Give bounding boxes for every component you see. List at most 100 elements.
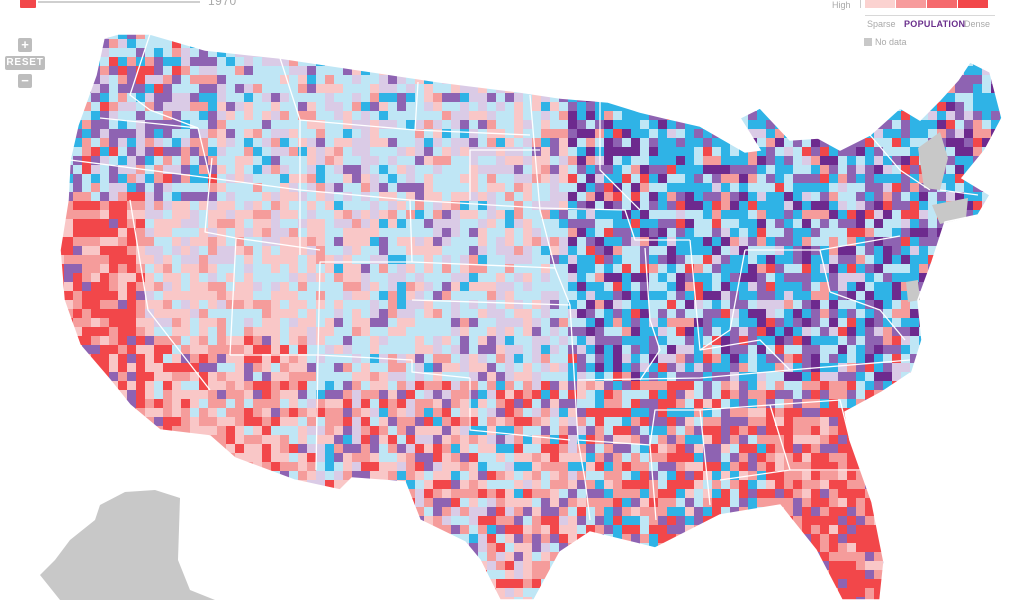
county-cell[interactable] — [946, 363, 955, 372]
county-cell[interactable] — [325, 318, 334, 327]
county-cell[interactable] — [217, 39, 226, 48]
county-cell[interactable] — [289, 84, 298, 93]
county-cell[interactable] — [1000, 444, 1009, 462]
county-cell[interactable] — [1000, 57, 1009, 66]
county-cell[interactable] — [55, 453, 64, 462]
county-cell[interactable] — [352, 147, 361, 156]
county-cell[interactable] — [541, 165, 550, 174]
county-cell[interactable] — [199, 39, 217, 48]
county-cell[interactable] — [784, 39, 802, 48]
county-cell[interactable] — [541, 147, 550, 156]
county-cell[interactable] — [145, 291, 154, 300]
county-cell[interactable] — [532, 327, 541, 336]
county-cell[interactable] — [820, 192, 829, 201]
county-cell[interactable] — [64, 120, 73, 129]
county-cell[interactable] — [802, 66, 811, 75]
county-cell[interactable] — [883, 75, 901, 84]
county-cell[interactable] — [865, 300, 874, 309]
county-cell[interactable] — [487, 147, 496, 156]
county-cell[interactable] — [568, 129, 577, 138]
county-cell[interactable] — [586, 291, 595, 300]
county-cell[interactable] — [316, 147, 325, 156]
county-cell[interactable] — [613, 48, 622, 57]
county-cell[interactable] — [208, 75, 217, 84]
county-cell[interactable] — [442, 201, 451, 210]
county-cell[interactable] — [478, 318, 487, 327]
county-cell[interactable] — [55, 363, 64, 372]
county-cell[interactable] — [154, 345, 163, 354]
county-cell[interactable] — [973, 336, 982, 345]
county-cell[interactable] — [397, 255, 406, 264]
county-cell[interactable] — [388, 264, 397, 273]
county-cell[interactable] — [334, 390, 343, 399]
county-cell[interactable] — [964, 354, 973, 363]
county-cell[interactable] — [379, 48, 388, 57]
county-cell[interactable] — [487, 39, 505, 48]
county-cell[interactable] — [865, 444, 874, 453]
county-cell[interactable] — [613, 300, 622, 309]
county-cell[interactable] — [874, 102, 883, 111]
county-cell[interactable] — [172, 399, 181, 408]
county-cell[interactable] — [199, 417, 208, 426]
county-cell[interactable] — [1000, 435, 1009, 444]
county-cell[interactable] — [577, 390, 586, 399]
county-cell[interactable] — [181, 381, 190, 390]
county-cell[interactable] — [469, 291, 478, 300]
county-cell[interactable] — [316, 228, 325, 237]
county-cell[interactable] — [64, 48, 73, 57]
county-cell[interactable] — [172, 327, 181, 336]
county-cell[interactable] — [388, 39, 397, 48]
county-cell[interactable] — [280, 426, 289, 435]
county-cell[interactable] — [289, 210, 298, 219]
county-cell[interactable] — [118, 453, 127, 462]
county-cell[interactable] — [307, 372, 316, 381]
county-cell[interactable] — [577, 39, 586, 48]
county-cell[interactable] — [253, 363, 262, 372]
county-cell[interactable] — [793, 111, 811, 129]
county-cell[interactable] — [604, 444, 613, 453]
county-cell[interactable] — [937, 66, 946, 75]
county-cell[interactable] — [208, 309, 217, 318]
county-cell[interactable] — [154, 147, 163, 156]
county-cell[interactable] — [730, 336, 739, 345]
county-cell[interactable] — [955, 345, 973, 354]
county-cell[interactable] — [451, 57, 460, 66]
county-cell[interactable] — [874, 165, 883, 174]
county-cell[interactable] — [82, 273, 91, 282]
county-cell[interactable] — [874, 156, 883, 165]
county-cell[interactable] — [649, 390, 658, 399]
county-cell[interactable] — [667, 30, 676, 39]
county-cell[interactable] — [145, 372, 154, 381]
county-cell[interactable] — [613, 30, 622, 48]
county-cell[interactable] — [73, 237, 82, 246]
county-cell[interactable] — [874, 75, 883, 84]
county-cell[interactable] — [118, 39, 127, 48]
county-cell[interactable] — [190, 435, 208, 444]
county-cell[interactable] — [721, 363, 730, 372]
county-cell[interactable] — [73, 192, 82, 201]
county-cell[interactable] — [973, 255, 991, 264]
county-cell[interactable] — [703, 111, 712, 120]
county-cell[interactable] — [937, 444, 955, 453]
county-cell[interactable] — [298, 354, 307, 363]
county-cell[interactable] — [838, 327, 847, 336]
county-cell[interactable] — [793, 381, 802, 390]
county-cell[interactable] — [973, 309, 982, 318]
county-cell[interactable] — [109, 435, 118, 444]
county-cell[interactable] — [271, 309, 280, 318]
county-cell[interactable] — [388, 147, 397, 156]
county-cell[interactable] — [388, 336, 397, 345]
county-cell[interactable] — [901, 111, 910, 120]
county-cell[interactable] — [532, 39, 541, 48]
county-cell[interactable] — [163, 453, 172, 462]
county-cell[interactable] — [559, 237, 568, 246]
county-cell[interactable] — [802, 84, 820, 93]
county-cell[interactable] — [496, 426, 505, 435]
county-cell[interactable] — [235, 435, 244, 444]
county-cell[interactable] — [721, 165, 730, 174]
county-cell[interactable] — [244, 156, 253, 165]
county-cell[interactable] — [361, 183, 370, 192]
county-cell[interactable] — [703, 435, 712, 444]
county-cell[interactable] — [865, 426, 874, 444]
county-cell[interactable] — [289, 273, 298, 282]
